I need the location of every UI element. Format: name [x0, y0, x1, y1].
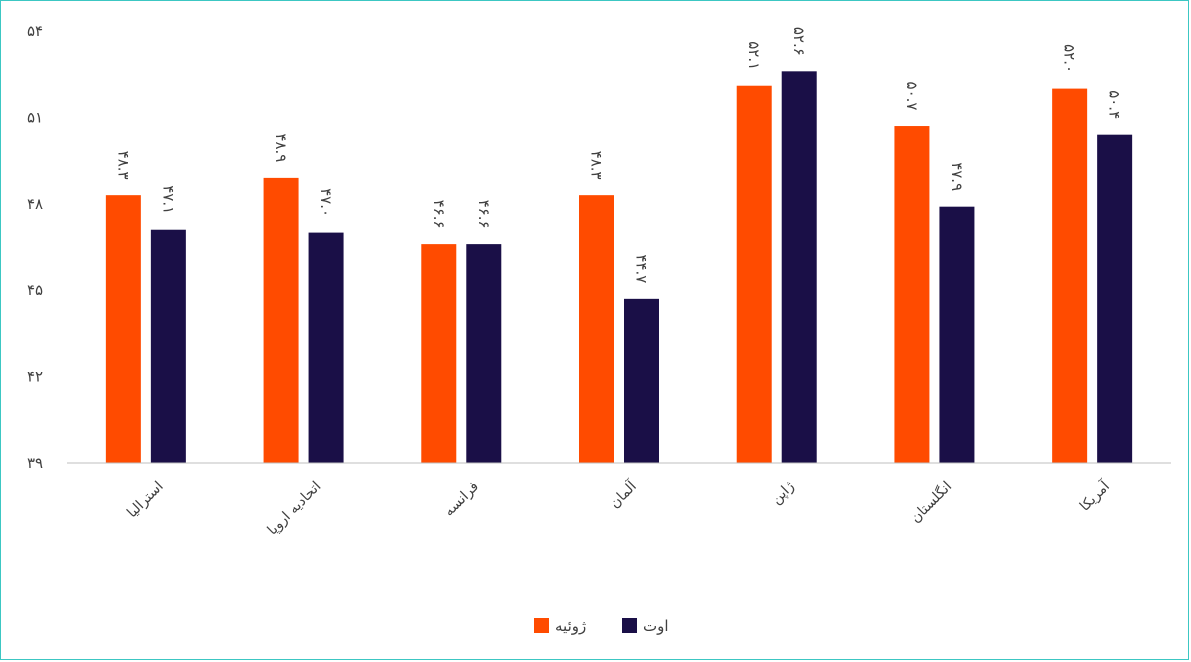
legend-swatch-july — [534, 618, 549, 633]
data-label: ۴۴.۷ — [633, 254, 651, 283]
category-label: استرالیا — [124, 479, 167, 522]
bar-august — [466, 244, 502, 463]
bars — [105, 71, 1133, 463]
y-tick-label: ۳۹ — [27, 454, 43, 472]
bar-july — [736, 85, 772, 463]
data-label: ۴۸.۳ — [114, 151, 132, 180]
data-label: ۴۶.۶ — [430, 200, 448, 229]
legend-label-july: ژوئیه — [555, 617, 586, 635]
y-tick-label: ۴۲ — [27, 368, 43, 386]
legend-swatch-august — [622, 618, 637, 633]
category-label: آمریکا — [1076, 477, 1114, 515]
bar-july — [579, 195, 614, 463]
bar-july — [894, 126, 930, 463]
data-label: ۵۰.۷ — [903, 82, 921, 111]
bar-july — [421, 244, 457, 463]
data-label: ۴۷.۹ — [948, 162, 966, 191]
category-label: انگلستان — [907, 478, 955, 526]
y-tick-label: ۵۴ — [27, 22, 43, 40]
data-labels: ۴۸.۳ ۴۷.۱ ۴۸.۹ ۴۷.۰ ۴۶.۶ ۴۶.۶ ۴۸.۳ ۴۴.۷ ۵۲.۱ ۵۲.۶… — [114, 27, 1123, 283]
legend-label-august: اوت — [643, 617, 669, 635]
data-label: ۴۷.۱ — [159, 185, 177, 214]
bar-july — [263, 177, 299, 463]
category-label: اتحادیه اروپا — [264, 479, 324, 539]
y-axis-ticks: ۳۹ ۴۲ ۴۵ ۴۸ ۵۱ ۵۴ — [27, 22, 43, 472]
y-tick-label: ۵۱ — [27, 108, 43, 126]
category-label: آلمان — [606, 477, 641, 512]
y-tick-label: ۴۸ — [27, 195, 43, 213]
data-label: ۵۲.۱ — [745, 41, 763, 70]
data-label: ۴۸.۳ — [588, 151, 606, 180]
bar-july — [105, 195, 141, 463]
category-labels: استرالیا اتحادیه اروپا فرانسه آلمان ژاپن انگل… — [124, 477, 1114, 538]
category-label: فرانسه — [441, 479, 482, 520]
data-label: ۴۶.۶ — [475, 200, 493, 229]
data-label: ۵۰.۴ — [1106, 90, 1124, 119]
bar-august — [781, 71, 817, 463]
data-label: ۵۲.۰ — [1061, 44, 1079, 73]
legend: اوت ژوئیه — [534, 617, 669, 635]
bar-august — [1097, 134, 1133, 463]
data-label: ۴۷.۰ — [317, 188, 335, 217]
bar-august — [624, 298, 659, 463]
data-label: ۴۸.۹ — [272, 133, 290, 162]
y-tick-label: ۴۵ — [27, 281, 43, 299]
bar-july — [1052, 88, 1088, 463]
category-label: ژاپن — [768, 478, 797, 507]
bar-august — [150, 229, 186, 463]
bar-august — [939, 206, 975, 463]
bar-august — [308, 232, 344, 463]
data-label: ۵۲.۶ — [790, 27, 808, 56]
